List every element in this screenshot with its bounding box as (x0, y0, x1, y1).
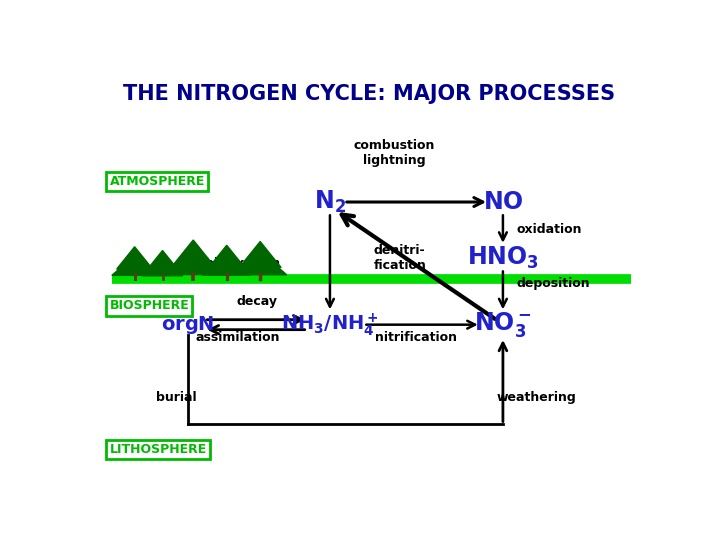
Polygon shape (208, 245, 246, 268)
Text: THE NITROGEN CYCLE: MAJOR PROCESSES: THE NITROGEN CYCLE: MAJOR PROCESSES (123, 84, 615, 104)
Text: $\mathbf{orgN}$: $\mathbf{orgN}$ (161, 314, 215, 336)
Polygon shape (234, 252, 287, 275)
Polygon shape (117, 247, 153, 269)
Polygon shape (112, 256, 158, 275)
Text: assimilation: assimilation (196, 330, 280, 343)
Text: $\mathbf{NO}$: $\mathbf{NO}$ (482, 190, 523, 214)
Text: weathering: weathering (497, 391, 576, 404)
Polygon shape (166, 251, 221, 275)
Text: BIOSPHERE: BIOSPHERE (109, 300, 189, 313)
Polygon shape (203, 255, 251, 275)
Text: LITHOSPHERE: LITHOSPHERE (109, 443, 207, 456)
Polygon shape (239, 241, 281, 267)
Text: $\mathbf{N_2}$: $\mathbf{N_2}$ (314, 189, 346, 215)
Text: combustion
lightning: combustion lightning (354, 139, 435, 167)
Text: $\mathbf{HNO_3}$: $\mathbf{HNO_3}$ (467, 245, 539, 271)
Text: $\mathbf{NH_3/NH_4^+}$: $\mathbf{NH_3/NH_4^+}$ (282, 311, 379, 338)
Text: denitri-
fication: denitri- fication (373, 244, 426, 272)
Text: oxidation: oxidation (517, 222, 582, 235)
Text: biofixation: biofixation (204, 257, 280, 270)
Text: decay: decay (237, 295, 278, 308)
Text: burial: burial (156, 391, 197, 404)
Text: ATMOSPHERE: ATMOSPHERE (109, 175, 205, 188)
Text: $\mathbf{NO_3^-}$: $\mathbf{NO_3^-}$ (474, 310, 531, 339)
Text: nitrification: nitrification (375, 330, 457, 343)
Polygon shape (143, 259, 183, 276)
Polygon shape (171, 240, 215, 267)
Text: deposition: deposition (517, 276, 590, 289)
Polygon shape (147, 251, 179, 270)
